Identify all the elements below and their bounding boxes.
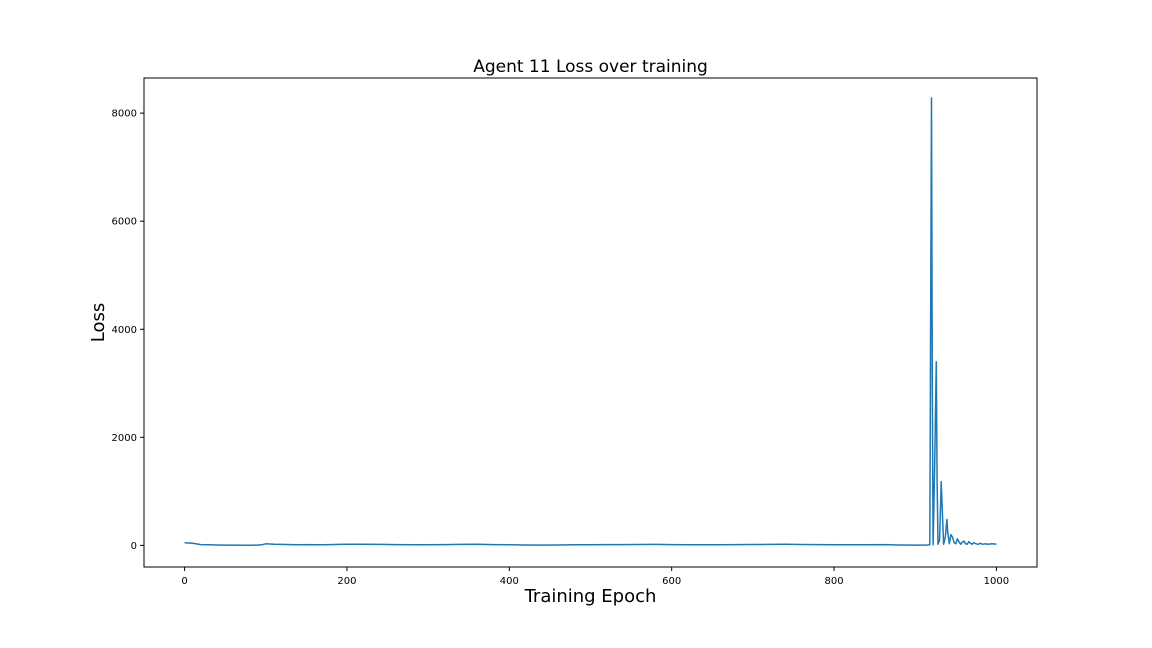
y-tick-label: 8000 [112, 109, 137, 120]
x-tick-label: 400 [500, 576, 519, 587]
y-tick-label: 4000 [112, 325, 137, 336]
x-tick-label: 600 [662, 576, 681, 587]
x-tick-label: 800 [824, 576, 843, 587]
y-axis: 0 2000 4000 6000 8000 [112, 109, 144, 552]
x-tick-label: 0 [181, 576, 187, 587]
plot-frame [143, 77, 1038, 568]
x-axis-title: Training Epoch [524, 586, 657, 607]
y-tick-label: 6000 [112, 217, 137, 228]
chart-title: Agent 11 Loss over training [473, 57, 708, 77]
x-tick-label: 200 [337, 576, 356, 587]
loss-series-line [184, 97, 997, 546]
y-tick-label: 2000 [112, 433, 137, 444]
y-tick-label: 0 [131, 541, 137, 552]
plot-area [143, 77, 1038, 568]
y-axis-title: Loss [88, 303, 109, 342]
x-axis: 0 200 400 600 800 1000 [181, 567, 1009, 587]
x-tick-label: 1000 [984, 576, 1009, 587]
